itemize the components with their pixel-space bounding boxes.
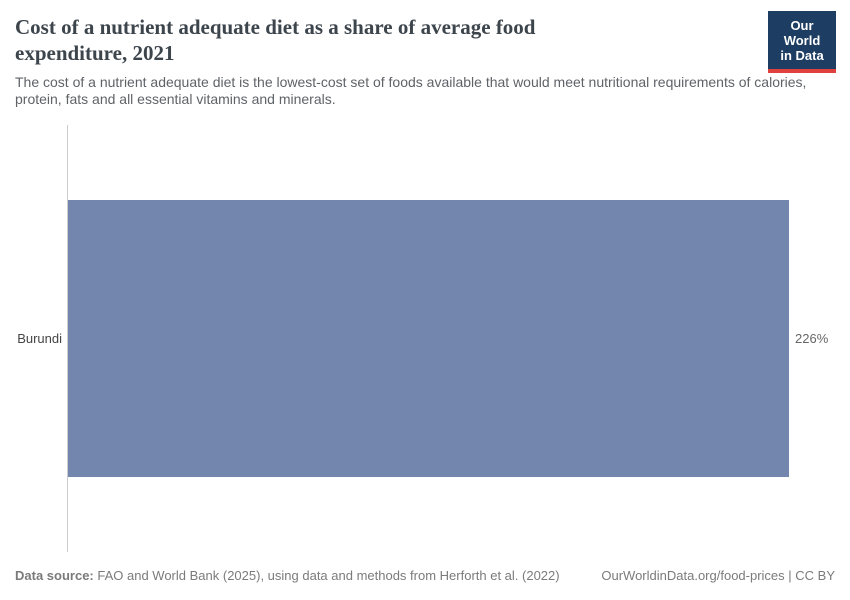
owid-logo-line2: in Data [780,48,824,63]
bar-burundi[interactable] [68,200,789,477]
footer-link[interactable]: OurWorldinData.org/food-prices | CC BY [601,568,835,583]
value-label-burundi: 226% [795,331,829,346]
y-axis-line [67,125,68,552]
entity-label-burundi: Burundi [17,331,62,346]
plot-area [68,125,789,552]
data-source-label: Data source: [15,568,94,583]
owid-logo[interactable]: Our World in Data [768,11,836,73]
chart-footer: Data source: FAO and World Bank (2025), … [15,568,835,584]
data-source: Data source: FAO and World Bank (2025), … [15,568,560,584]
owid-logo-line1: Our World [783,18,821,48]
data-source-text: FAO and World Bank (2025), using data an… [97,568,560,583]
bar-chart: Burundi 226% [0,125,850,552]
chart-subtitle: The cost of a nutrient adequate diet is … [15,74,807,107]
page-title: Cost of a nutrient adequate diet as a sh… [15,15,536,65]
